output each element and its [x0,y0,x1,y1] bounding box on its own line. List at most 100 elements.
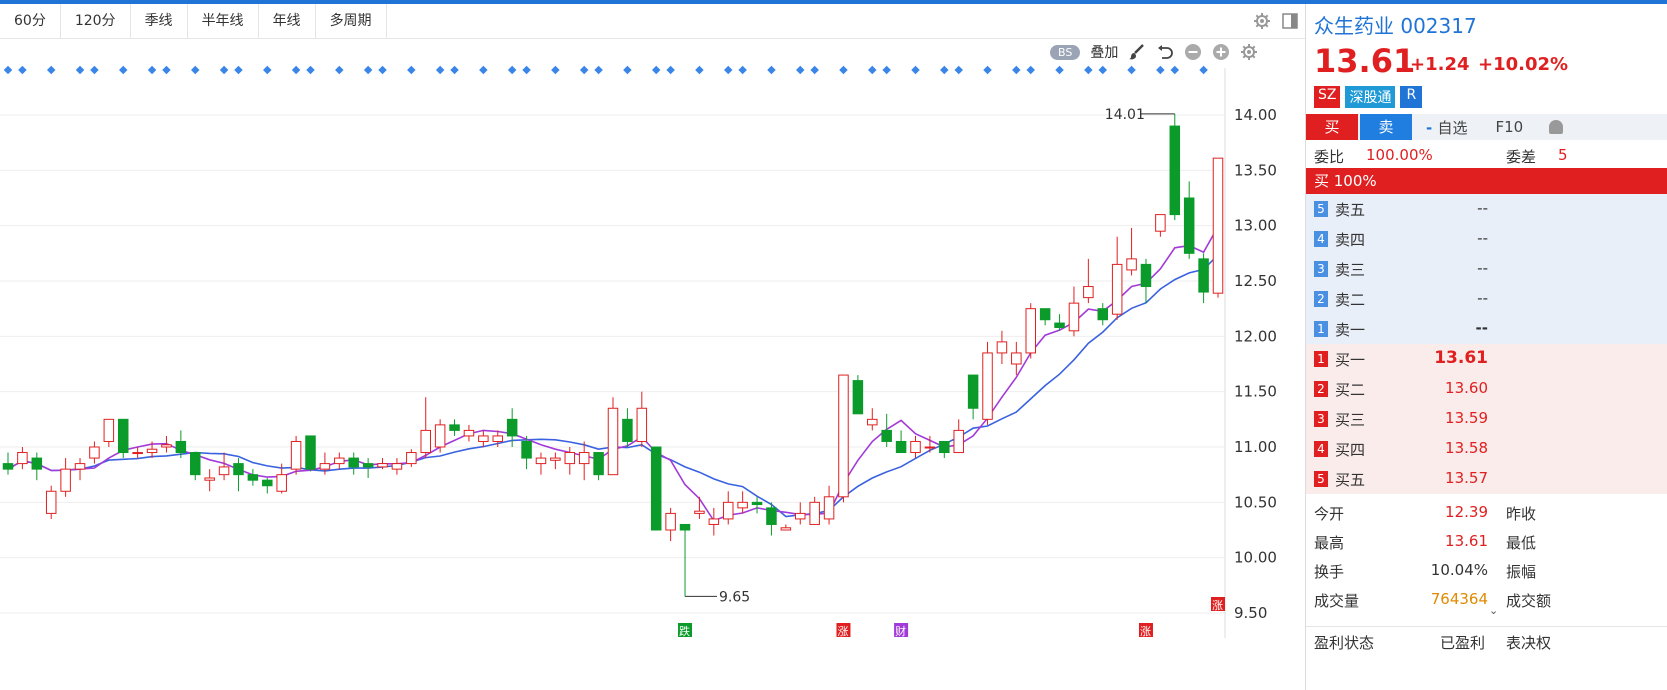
ask-row-2[interactable]: 2 卖二 -- [1306,284,1667,314]
candle-body [1155,214,1166,232]
candle-body [146,448,158,454]
panel-toggle-icon[interactable] [1281,12,1299,30]
signal-dot [983,65,992,75]
event-marker [1211,597,1225,611]
signal-dot [651,65,661,75]
candle-body [924,446,936,449]
signal-dot [18,65,27,75]
candle-body [895,440,907,454]
y-tick-label: 14.00 [1234,106,1277,124]
tab-60min[interactable]: 60分 [0,4,61,38]
period-toolbar: 60分 120分 季线 半年线 年线 多周期 [0,4,1305,39]
badge-shenguto[interactable]: 深股通 [1345,86,1396,108]
candle-body [780,527,792,531]
undo-icon[interactable] [1156,43,1174,61]
candle-body [1183,197,1195,254]
chart-settings-icon[interactable] [1240,43,1258,61]
signal-dot [911,65,920,75]
bs-toggle[interactable]: BS [1050,44,1081,60]
candle-body [795,512,806,520]
profit-status-row: 盈利状态 已盈利 表决权 [1306,626,1667,653]
y-tick-label: 10.00 [1234,549,1277,567]
bid-row-1[interactable]: 1 买一 13.61 [1306,344,1667,374]
candle-body [708,518,720,525]
watchlist-button[interactable]: - 自选 [1426,118,1468,137]
signal-dot [378,65,387,75]
event-marker [678,623,693,637]
signal-dot [839,65,848,75]
y-tick-label: 12.50 [1234,272,1277,290]
bid-row-2[interactable]: 2 买二 13.60 [1306,374,1667,404]
zoom-out-icon[interactable] [1184,43,1202,61]
zoom-in-icon[interactable] [1212,43,1230,61]
signal-dot [1170,65,1180,75]
signal-dot [1127,65,1136,75]
watchlist-label: 自选 [1437,118,1468,137]
y-tick-label: 9.50 [1234,604,1267,622]
quote-stats: 今开 12.39 昨收 最高 13.61 最低 换手 10.04% 振幅 成交量 764364… [1306,498,1667,614]
candle-body [463,429,475,437]
candle-body [1126,258,1137,271]
candle-body [132,452,143,455]
candle-body [45,490,57,514]
ask-row-5[interactable]: 5 卖五 -- [1306,194,1667,224]
tab-120min[interactable]: 120分 [61,4,131,38]
candle-body [1025,308,1036,354]
signal-dot [191,65,200,75]
candle-body [117,418,129,454]
price-change: +1.24 [1410,54,1470,75]
tab-year[interactable]: 年线 [259,4,316,38]
high-label: 14.01 [1105,107,1145,123]
signal-dot [90,65,99,75]
tab-halfyear[interactable]: 半年线 [188,4,259,38]
candle-body [535,457,547,465]
candle-body [881,429,892,442]
settings-icon[interactable] [1253,12,1271,30]
ask-row-4[interactable]: 4 卖四 -- [1306,224,1667,254]
profit-value: 已盈利 [1440,634,1486,652]
signal-dot [435,65,445,75]
signal-dot [695,65,704,75]
candle-body [996,341,1008,354]
ask-row-1[interactable]: 1 卖一 -- [1306,314,1667,344]
candle-body [722,501,734,520]
f10-button[interactable]: F10 [1495,118,1524,136]
candle-body [982,352,993,420]
candle-body [1011,352,1022,365]
bid-row-3[interactable]: 3 买三 13.59 [1306,404,1667,434]
candle-body [334,457,345,465]
chevron-down-icon[interactable]: ⌄ [1489,604,1499,617]
candle-body [737,501,748,509]
sell-button[interactable]: 卖 [1360,114,1412,140]
candle-body [910,440,921,454]
candle-body [694,510,705,514]
tab-quarter[interactable]: 季线 [131,4,188,38]
candle-body [578,452,590,465]
candle-body [31,457,43,470]
signal-dot [810,65,819,75]
stat-row-turnover: 换手 10.04% 振幅 [1314,561,1537,581]
tab-multi-period[interactable]: 多周期 [316,4,387,38]
bell-icon[interactable] [1549,120,1564,134]
signal-dot [738,65,747,75]
ask-row-3[interactable]: 3 卖三 -- [1306,254,1667,284]
stat-row-open: 今开 12.39 昨收 [1314,503,1537,523]
price-change-pct: +10.02% [1478,54,1569,75]
weibi-value: 100.00% [1366,146,1433,164]
candle-body [362,463,374,468]
candle-body [247,474,259,481]
event-marker [1138,623,1153,637]
bid-row-4[interactable]: 4 买四 13.58 [1306,434,1667,464]
signal-dot [1084,65,1093,75]
signal-dot [118,65,128,75]
kline-chart[interactable]: 14.00 13.50 13.00 12.50 12.00 11.50 11.00 10.50… [0,38,1305,690]
candle-body [233,463,244,476]
buy-button[interactable]: 买 [1306,114,1358,140]
signal-dot [1026,65,1035,75]
signal-dot [306,65,315,75]
candle-body [262,479,273,487]
brush-icon[interactable] [1128,43,1146,61]
signal-dot [954,65,963,75]
bid-row-5[interactable]: 5 买五 13.57 [1306,464,1667,494]
overlay-button[interactable]: 叠加 [1090,45,1119,61]
